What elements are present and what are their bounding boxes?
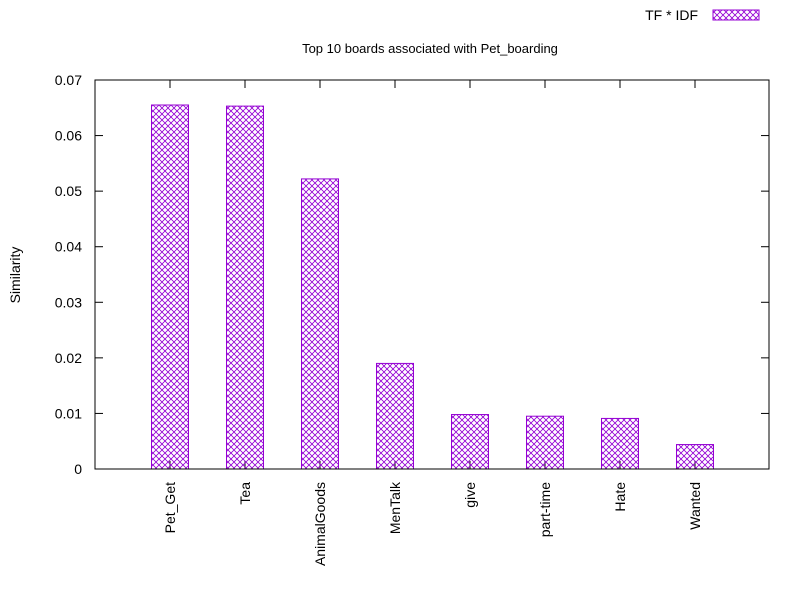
bar-wanted (676, 444, 714, 470)
legend-swatch (712, 9, 760, 21)
bar-give (451, 414, 489, 470)
legend-label: TF * IDF (645, 7, 698, 23)
x-tick-label: MenTalk (387, 481, 403, 534)
bar-part-time (526, 415, 564, 470)
y-tick-label: 0.03 (55, 294, 82, 310)
y-tick-label: 0.04 (55, 239, 82, 255)
x-axis-ticks: Pet_Get Tea AnimalGoods MenTalk give part-tim… (162, 80, 703, 566)
y-axis-ticks: 0 0.01 0.02 0.03 0.04 0.05 0.06 0.07 (55, 72, 769, 477)
x-tick-label: Tea (237, 482, 253, 505)
bar-pet-get (151, 104, 189, 470)
x-tick-label: Pet_Get (162, 482, 178, 533)
plot-frame (94, 79, 770, 470)
bar-animalgoods (301, 178, 339, 470)
y-tick-label: 0.02 (55, 350, 82, 366)
y-tick-label: 0.01 (55, 405, 82, 421)
x-tick-label: Wanted (687, 482, 703, 530)
x-tick-label: part-time (537, 482, 553, 537)
x-tick-label: Hate (612, 482, 628, 512)
legend: TF * IDF (645, 7, 760, 23)
y-tick-label: 0 (74, 461, 82, 477)
bars (151, 104, 714, 470)
bar-mentalk (376, 362, 414, 470)
y-tick-label: 0.05 (55, 183, 82, 199)
x-tick-label: give (462, 482, 478, 508)
x-tick-label: AnimalGoods (312, 482, 328, 566)
chart-title: Top 10 boards associated with Pet_boardi… (302, 41, 558, 56)
bar-hate (601, 417, 639, 470)
y-tick-label: 0.07 (55, 72, 82, 88)
y-axis-label: Similarity (7, 247, 23, 304)
y-tick-label: 0.06 (55, 128, 82, 144)
bar-tea (226, 105, 264, 470)
